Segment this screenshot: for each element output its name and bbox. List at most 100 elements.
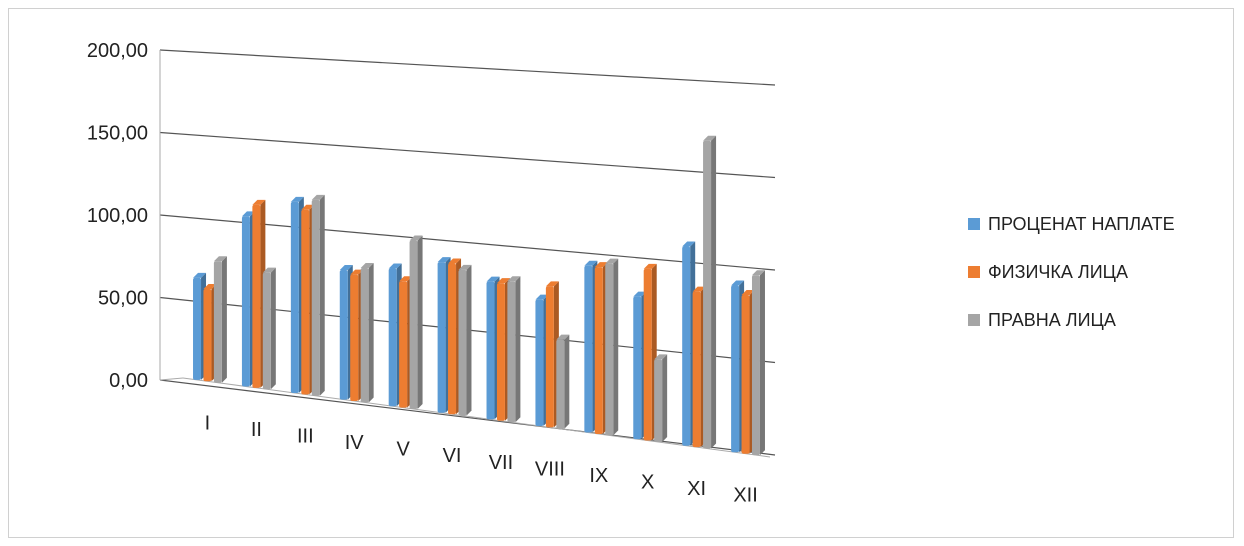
y-axis-ticks: 0,00 50,00 100,00 150,00 200,00 [87,40,148,392]
bar [643,268,652,441]
bar-top [692,286,706,292]
bar [584,265,593,433]
gridline [159,379,776,456]
bar [290,201,299,394]
bar-top [594,262,608,268]
chart-frame [8,8,1234,538]
x-tick-label: VIII [535,458,565,480]
bar-top [643,263,657,269]
x-tick-label: IV [345,432,365,454]
bar-top [301,204,315,210]
bar-side [319,194,325,396]
legend-swatch [968,218,980,230]
bar-top [496,278,510,284]
legend-label: ПРАВНА ЛИЦА [988,310,1116,330]
bar-top [741,289,755,295]
bar [437,262,446,413]
bar-side [564,334,570,429]
bar-top [507,276,521,282]
y-tick-label: 50,00 [98,288,148,310]
x-tick-label: III [297,425,314,447]
floor-left-edge [159,377,184,381]
bar [682,246,691,446]
x-tick-label: X [641,472,654,494]
bar-top [654,354,668,360]
bar [399,281,408,408]
bar [633,296,642,440]
bar-side [613,258,619,436]
bar-top [556,334,570,340]
bar [339,270,348,400]
bar-side [368,262,374,403]
bar-side [515,276,521,423]
bar-top [682,241,696,247]
legend: ПРОЦЕНАТ НАПЛАТЕ ФИЗИЧКА ЛИЦА ПРАВНА ЛИЦА [968,214,1175,330]
bar [692,291,701,448]
x-tick-label: IX [589,465,608,487]
bar-side [662,354,668,442]
bar-side [221,256,227,383]
x-tick-label: II [251,419,262,441]
x-tick-label: XI [687,478,706,500]
legend-label: ПРОЦЕНАТ НАПЛАТЕ [988,214,1175,234]
bar-top [193,272,207,278]
bar [703,140,712,449]
bar [486,281,495,420]
bar-top [262,267,276,273]
bar-top [633,291,647,297]
y-tick-label: 0,00 [109,370,148,392]
bar [556,339,565,429]
floor-front-edge [182,377,771,458]
bar-top [290,196,304,202]
x-tick-label: I [205,412,211,434]
legend-swatch [968,266,980,278]
bar-top [339,265,353,271]
bar [535,299,544,426]
bar-top [486,276,500,282]
y-tick-label: 150,00 [87,123,148,145]
x-tick-label: XII [733,485,757,507]
bar [448,263,457,415]
bar [193,277,202,380]
x-axis-ticks: I II III IV V VI VII VIII IX X XI XII [205,412,758,506]
y-tick-label: 200,00 [87,40,148,62]
bar [458,269,467,416]
bar-side [466,264,472,416]
bar-top [437,257,451,263]
bar-top [751,270,765,276]
bar-top [399,276,413,282]
bar-top [388,263,402,269]
bar-top [409,235,423,241]
bar-top [703,135,717,141]
bar-top [584,260,598,266]
bar-top [731,280,745,286]
bar-top [448,258,462,264]
bar [751,275,760,456]
bar [262,272,271,390]
bar-side [711,135,717,449]
x-tick-label: VII [489,452,513,474]
bar [545,286,554,428]
bar [731,285,740,453]
legend-swatch [968,314,980,326]
legend-label: ФИЗИЧКА ЛИЦА [988,262,1128,282]
bar-top [203,283,217,289]
bar-top [213,256,227,262]
bar-top [311,194,325,200]
x-tick-label: VI [443,445,462,467]
bar [252,204,261,388]
bar [311,199,320,396]
bar-top [350,269,364,275]
bar [301,209,310,395]
bar-top [458,264,472,270]
bars-layer [193,135,765,456]
gridline [159,131,776,179]
bar-top [545,281,559,287]
bar [496,283,505,421]
bar [594,267,603,434]
bar-top [252,199,266,205]
bar [360,267,369,403]
bar-top [535,294,549,300]
bar-side [759,270,765,456]
